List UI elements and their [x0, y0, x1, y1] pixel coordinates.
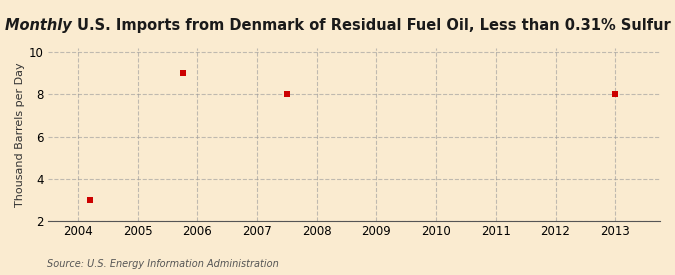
Y-axis label: Thousand Barrels per Day: Thousand Barrels per Day [15, 62, 25, 207]
Text: U.S. Imports from Denmark of Residual Fuel Oil, Less than 0.31% Sulfur: U.S. Imports from Denmark of Residual Fu… [76, 18, 670, 33]
Text: Source: U.S. Energy Information Administration: Source: U.S. Energy Information Administ… [47, 259, 279, 269]
Text: Monthly: Monthly [5, 18, 76, 33]
